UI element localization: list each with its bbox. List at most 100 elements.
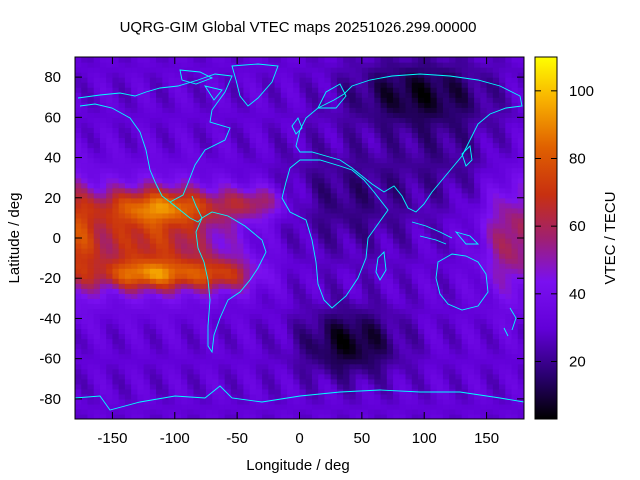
heatmap-cell	[81, 147, 89, 154]
heatmap-cell	[106, 212, 114, 219]
heatmap-cell	[106, 232, 114, 239]
heatmap-cell	[224, 353, 232, 360]
heatmap-cell	[131, 172, 138, 179]
heatmap-cell	[243, 393, 251, 400]
heatmap-cell	[193, 383, 201, 390]
heatmap-cell	[99, 308, 107, 315]
heatmap-cell	[143, 207, 151, 214]
heatmap-cell	[311, 408, 319, 415]
heatmap-cell	[374, 298, 382, 304]
heatmap-cell	[517, 243, 524, 249]
heatmap-cell	[87, 363, 95, 370]
heatmap-cell	[330, 212, 338, 219]
heatmap-cell	[93, 353, 101, 360]
heatmap-cell	[442, 187, 450, 194]
heatmap-cell	[517, 338, 524, 345]
heatmap-cell	[467, 212, 475, 219]
heatmap-cell	[205, 132, 213, 139]
heatmap-cell	[368, 258, 375, 264]
heatmap-cell	[249, 378, 257, 385]
heatmap-cell	[368, 323, 375, 330]
heatmap-cell	[467, 142, 475, 149]
heatmap-cell	[205, 152, 213, 159]
heatmap-cell	[442, 102, 450, 108]
heatmap-cell	[324, 273, 332, 279]
heatmap-cell	[405, 157, 413, 164]
heatmap-cell	[149, 318, 157, 325]
heatmap-cell	[255, 232, 263, 239]
heatmap-cell	[81, 137, 89, 144]
heatmap-cell	[174, 318, 182, 325]
heatmap-cell	[268, 157, 276, 164]
heatmap-cell	[380, 202, 388, 209]
heatmap-cell	[230, 273, 238, 279]
heatmap-cell	[99, 172, 107, 179]
heatmap-cell	[187, 182, 195, 189]
heatmap-cell	[255, 112, 263, 118]
heatmap-cell	[380, 313, 388, 320]
heatmap-cell	[480, 298, 488, 304]
heatmap-cell	[99, 67, 107, 73]
heatmap-cell	[361, 202, 369, 209]
heatmap-cell	[305, 197, 313, 204]
heatmap-cell	[118, 137, 126, 144]
heatmap-cell	[368, 278, 375, 284]
heatmap-cell	[505, 157, 513, 164]
heatmap-cell	[280, 72, 288, 78]
heatmap-cell	[81, 227, 89, 234]
heatmap-cell	[243, 192, 251, 199]
heatmap-cell	[205, 318, 213, 325]
heatmap-cell	[149, 358, 157, 365]
heatmap-cell	[156, 408, 163, 415]
heatmap-cell	[393, 328, 400, 335]
heatmap-cell	[442, 197, 450, 204]
heatmap-cell	[118, 323, 126, 330]
heatmap-cell	[368, 117, 375, 123]
heatmap-cell	[318, 182, 326, 189]
heatmap-cell	[511, 222, 519, 229]
heatmap-cell	[305, 268, 313, 274]
heatmap-cell	[262, 308, 269, 315]
heatmap-cell	[393, 97, 400, 103]
heatmap-cell	[199, 127, 207, 134]
heatmap-cell	[131, 167, 138, 174]
heatmap-cell	[399, 222, 407, 229]
heatmap-cell	[299, 263, 307, 269]
heatmap-cell	[299, 77, 307, 83]
heatmap-cell	[411, 333, 419, 340]
heatmap-cell	[174, 187, 182, 194]
heatmap-cell	[380, 112, 388, 118]
heatmap-cell	[492, 303, 500, 309]
heatmap-cell	[224, 187, 232, 194]
heatmap-cell	[118, 303, 126, 309]
heatmap-cell	[361, 112, 369, 118]
heatmap-cell	[162, 318, 170, 325]
heatmap-cell	[361, 232, 369, 239]
heatmap-cell	[399, 283, 407, 289]
heatmap-cell	[156, 248, 163, 254]
heatmap-cell	[343, 142, 350, 149]
heatmap-cell	[230, 117, 238, 123]
heatmap-cell	[355, 248, 363, 254]
heatmap-cell	[486, 323, 494, 330]
heatmap-cell	[417, 408, 425, 415]
heatmap-cell	[87, 358, 95, 365]
heatmap-cell	[193, 288, 201, 294]
heatmap-cell	[474, 97, 481, 103]
heatmap-cell	[212, 77, 220, 83]
heatmap-cell	[193, 258, 201, 264]
heatmap-cell	[218, 363, 226, 370]
heatmap-cell	[474, 388, 481, 395]
heatmap-cell	[174, 202, 182, 209]
heatmap-cell	[193, 318, 201, 325]
heatmap-cell	[299, 278, 307, 284]
heatmap-cell	[305, 202, 313, 209]
heatmap-cell	[181, 303, 188, 309]
heatmap-cell	[293, 177, 301, 184]
heatmap-cell	[436, 353, 444, 360]
heatmap-cell	[305, 378, 313, 385]
heatmap-cell	[106, 152, 114, 159]
heatmap-cell	[424, 107, 432, 113]
heatmap-cell	[336, 147, 344, 154]
heatmap-cell	[349, 238, 357, 244]
